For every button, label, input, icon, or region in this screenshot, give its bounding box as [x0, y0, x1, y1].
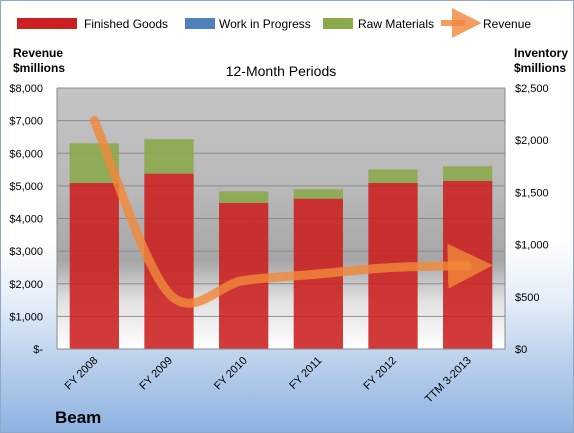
revenue-point — [93, 120, 95, 122]
right-tick-label: $0 — [515, 344, 527, 356]
legend-label-work-in-progress: Work in Progress — [219, 17, 311, 31]
left-tick-label: $3,000 — [9, 246, 43, 258]
x-tick-label: FY 2008 — [63, 355, 101, 393]
left-tick-labels: $- $1,000 $2,000 $3,000 $4,000 $5,000 $6,000 $7… — [9, 83, 43, 356]
right-axis-title-line1: Inventory — [514, 46, 568, 60]
x-tick-labels: FY 2008 FY 2009 FY 2010 FY 2011 FY 2012 TTM 3… — [63, 355, 474, 406]
left-tick-label: $5,000 — [9, 181, 43, 193]
revenue-point — [243, 279, 245, 281]
left-axis-title-line2: $millions — [13, 61, 65, 75]
right-tick-label: $1,500 — [515, 187, 549, 199]
revenue-point — [168, 293, 170, 295]
left-tick-label: $8,000 — [9, 83, 43, 95]
right-tick-label: $2,000 — [515, 135, 549, 147]
left-tick-label: $6,000 — [9, 148, 43, 160]
legend-label-raw-materials: Raw Materials — [358, 17, 434, 31]
right-tick-label: $2,500 — [515, 83, 549, 95]
bar-finished-goods — [69, 183, 119, 349]
company-label: Beam — [55, 408, 101, 427]
right-tick-label: $500 — [515, 292, 539, 304]
left-tick-label: $2,000 — [9, 279, 43, 291]
revenue-point — [467, 265, 469, 267]
x-tick-label: FY 2010 — [212, 355, 250, 393]
right-axis-title-line2: $millions — [514, 61, 566, 75]
legend-label-revenue: Revenue — [483, 17, 531, 31]
revenue-line — [89, 116, 493, 308]
bar-raw-materials — [219, 191, 269, 203]
legend-swatch-raw-materials — [323, 18, 353, 29]
x-tick-label: FY 2011 — [287, 355, 324, 392]
legend-label-finished-goods: Finished Goods — [84, 17, 168, 31]
x-tick-label: FY 2012 — [361, 355, 399, 393]
right-tick-label: $1,000 — [515, 240, 549, 252]
revenue-point — [392, 266, 394, 268]
left-axis-title-line1: Revenue — [13, 46, 63, 60]
revenue-point — [317, 273, 319, 275]
bar-raw-materials — [144, 139, 194, 174]
bar-raw-materials — [443, 166, 493, 181]
legend: Finished Goods Work in Progress Raw Mate… — [17, 8, 531, 38]
x-tick-label: FY 2009 — [137, 355, 175, 393]
bar-raw-materials — [293, 189, 343, 199]
chart-title: 12-Month Periods — [226, 63, 337, 79]
legend-swatch-finished-goods — [17, 18, 77, 29]
left-tick-label: $1,000 — [9, 311, 43, 323]
right-tick-labels: $0 $500 $1,000 $1,500 $2,000 $2,500 — [515, 83, 549, 356]
bar-raw-materials — [368, 169, 418, 184]
x-tick-label: TTM 3-2013 — [423, 355, 474, 406]
revenue-line-layer — [89, 116, 493, 308]
left-tick-label: $7,000 — [9, 116, 43, 128]
left-tick-label: $- — [33, 344, 43, 356]
legend-swatch-work-in-progress — [185, 18, 215, 29]
left-tick-label: $4,000 — [9, 214, 43, 226]
